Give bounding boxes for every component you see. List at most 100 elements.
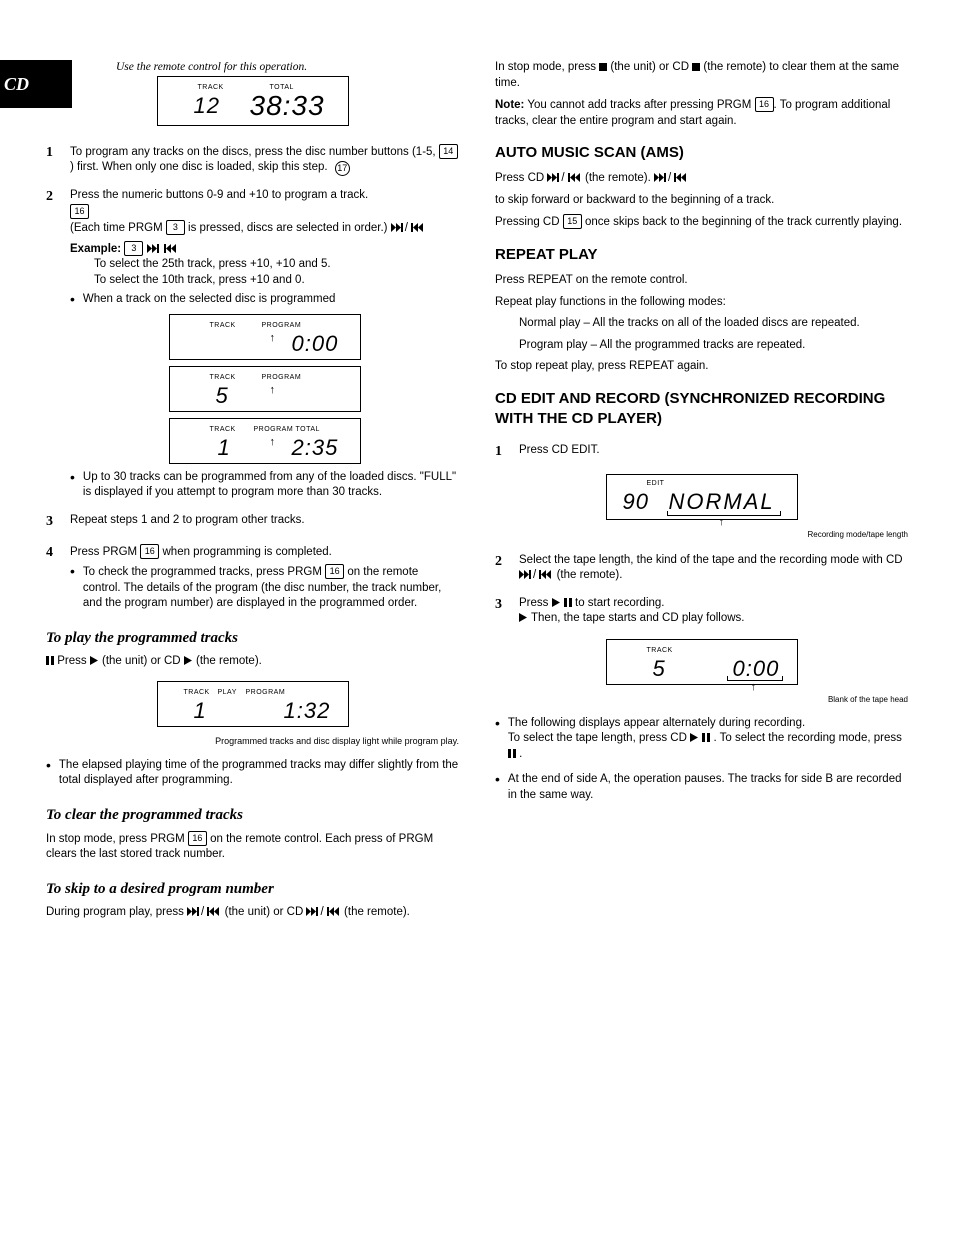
page-tab: CD [0,60,72,108]
page-columns: Use the remote control for this operatio… [46,60,908,921]
step-text: Press CD EDIT. [519,443,908,459]
bullet: At the end of side A, the operation paus… [495,772,908,803]
left-column: Use the remote control for this operatio… [46,60,459,921]
step-num: 2 [46,188,60,501]
heading-repeat: REPEAT PLAY [495,245,908,265]
key-15: 15 [563,214,582,229]
bullet: When a track on the selected disc is pro… [70,292,459,308]
lbl: PROGRAM [262,373,302,382]
key-16: 16 [325,564,344,579]
heading-ams: AUTO MUSIC SCAN (AMS) [495,143,908,163]
bullet: To check the programmed tracks, press PR… [70,564,459,612]
seg-time: 0:00 [292,329,339,359]
body: In stop mode, press PRGM 16 on the remot… [46,831,459,863]
pause-icon [564,598,572,607]
seg-track: 5 [653,654,666,684]
step-e1: 1 Press CD EDIT. [495,443,908,462]
stop-icon [692,63,700,71]
body: Press (the unit) or CD (the remote). [46,654,459,670]
list-item: Program play – All the programmed tracks… [495,338,908,354]
step-text: Press PRGM 16 when programming is comple… [70,544,459,561]
subhead-clear: To clear the programmed tracks [46,805,459,825]
play-icon [690,733,699,742]
seg-track: 12 [194,91,220,121]
step-num: 2 [495,553,509,584]
step-text: Press to start recording. [519,596,908,612]
seg-time: 1:32 [284,696,331,726]
intro-line: Use the remote control for this operatio… [116,60,459,76]
seg-time: 2:35 [292,433,339,463]
bullet: The elapsed playing time of the programm… [46,758,459,789]
step-sub: Then, the tape starts and CD play follow… [519,611,908,627]
prev-icon [539,570,553,579]
body: To stop repeat play, press REPEAT again. [495,359,908,375]
step-text: Select the tape length, the kind of the … [519,553,908,584]
prev-icon [327,907,341,916]
step-text: Press the numeric buttons 0-9 and +10 to… [70,188,459,204]
key-16: 16 [70,204,89,219]
key-3: 3 [166,220,185,235]
key-3: 3 [124,241,143,256]
lbl: EDIT [647,479,665,488]
subhead-skip: To skip to a desired program number [46,879,459,899]
example-line: To select the 25th track, press +10, +10… [70,257,459,273]
prev-icon [411,223,425,232]
seg-len: 90 [623,487,649,517]
bullet: The following displays appear alternatel… [495,716,908,763]
pointer-icon: ↑ [751,680,757,695]
prev-icon [164,244,178,253]
next-icon [147,244,161,253]
body: During program play, press / (the unit) … [46,905,459,921]
lbl: PROGRAM [254,425,294,434]
step-num: 1 [495,443,509,462]
stop-icon [599,63,607,71]
next-icon [187,907,201,916]
next-icon [306,907,320,916]
prev-icon [674,173,688,182]
ref-17: 17 [335,161,350,176]
pointer-icon: ↑ [270,435,276,450]
example-line: To select the 10th track, press +10 and … [70,273,459,289]
step-num: 3 [46,513,60,532]
step-num: 4 [46,544,60,612]
next-icon [654,173,668,182]
lbl: PLAY [218,688,237,697]
example-head: Example: 3 [70,241,459,258]
step-num: 1 [46,144,60,177]
step-3: 3 Repeat steps 1 and 2 to program other … [46,513,459,532]
pause-icon [46,656,54,665]
bullet: Up to 30 tracks can be programmed from a… [70,470,459,501]
lcd-playing: TRACK PLAY PROGRAM 1 1:32 [157,681,349,727]
step-4: 4 Press PRGM 16 when programming is comp… [46,544,459,612]
step-num: 3 [495,596,509,627]
body: Repeat play functions in the following m… [495,295,908,311]
step-e2: 2 Select the tape length, the kind of th… [495,553,908,584]
list-item: Normal play – All the tracks on all of t… [495,316,908,332]
heading-edit: CD EDIT AND RECORD (synchronized recordi… [495,389,908,430]
prev-icon [207,907,221,916]
pause-icon [702,733,710,742]
key-14: 14 [439,144,458,159]
key-16: 16 [188,831,207,846]
lcd-prog-track: TRACK PROGRAM 5 ↑ [169,366,361,412]
next-icon [547,173,561,182]
next-icon [519,570,533,579]
pointer-icon: ↑ [270,331,276,346]
step-e3: 3 Press to start recording. Then, the ta… [495,596,908,627]
lcd-edit-mode: EDIT 90 NORMAL ↑ [606,474,798,520]
lcd-edit-time: TRACK 5 0:00 ↑ [606,639,798,685]
body: to skip forward or backward to the begin… [495,193,908,209]
prev-icon [568,173,582,182]
seg-time: 38:33 [250,87,325,125]
step-note: (Each time PRGM 3 is pressed, discs are … [70,220,459,237]
key-16: 16 [755,97,774,112]
subhead-play: To play the programmed tracks [46,628,459,648]
next-icon [391,223,405,232]
pointer-icon: ↑ [719,515,725,530]
seg-track: 1 [218,433,231,463]
pause-icon [508,749,516,758]
lcd-prog-total: TRACK PROGRAM TOTAL 1 2:35 ↑ [169,418,361,464]
body: In stop mode, press (the unit) or CD (th… [495,60,908,91]
seg-track: 5 [216,381,229,411]
step-2: 2 Press the numeric buttons 0-9 and +10 … [46,188,459,501]
